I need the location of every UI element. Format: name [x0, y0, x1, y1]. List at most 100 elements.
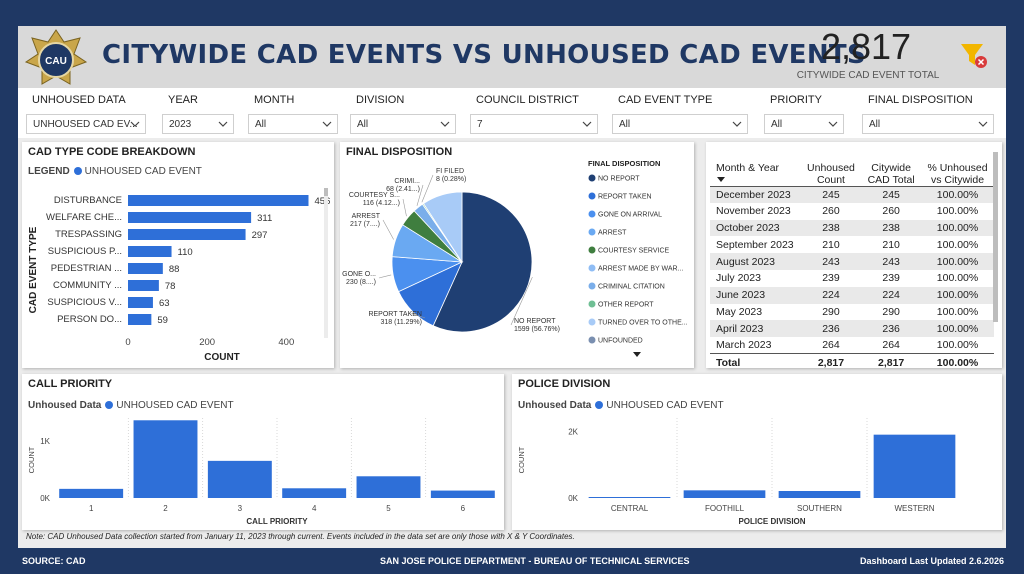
- column-header-citywide[interactable]: Citywide CAD Total: [861, 150, 921, 186]
- table-cell: 243: [822, 255, 840, 268]
- legend-title: FINAL DISPOSITION: [588, 159, 660, 168]
- legend-dot: [588, 282, 596, 290]
- slicer-value: All: [357, 119, 369, 130]
- table-row[interactable]: October 2023 238 238 100.00%: [710, 219, 994, 237]
- data-label: 311: [257, 213, 272, 224]
- column-header-percent[interactable]: % Unhoused vs Citywide: [921, 150, 994, 186]
- category-label: SUSPICIOUS V...: [47, 297, 122, 308]
- data-label: 63: [159, 298, 170, 309]
- legend-dot: [105, 401, 114, 409]
- slicer-priority[interactable]: PRIORITY All: [764, 94, 844, 134]
- call-priority-chart[interactable]: COUNT 0K 1K 1 2 3 4 5 6 CALL PRIORITY: [22, 374, 504, 530]
- slicer-dropdown[interactable]: All: [862, 114, 994, 134]
- legend-item: ARREST: [598, 230, 627, 237]
- slicer-month[interactable]: MONTH All: [248, 94, 338, 134]
- table-row[interactable]: June 2023 224 224 100.00%: [710, 286, 994, 304]
- bar: [128, 297, 153, 308]
- data-label: 78: [165, 281, 176, 292]
- data-label: 59: [157, 315, 168, 326]
- legend-dot: [588, 246, 596, 254]
- total-percent: 100.00%: [936, 356, 979, 369]
- slicer-dropdown[interactable]: UNHOUSED CAD EV...: [26, 114, 146, 134]
- leader-line: [416, 184, 424, 206]
- table-cell: 243: [882, 255, 900, 268]
- bar: [683, 490, 766, 498]
- table-cell: 100.00%: [936, 289, 979, 302]
- table-row[interactable]: April 2023 236 236 100.00%: [710, 320, 994, 338]
- slice-value-label: 318 (11.29%): [380, 319, 422, 326]
- slicer-final-disposition[interactable]: FINAL DISPOSITION All: [862, 94, 994, 134]
- table-scrollbar[interactable]: [993, 152, 998, 322]
- bar: [128, 246, 172, 257]
- slicer-unhoused-data[interactable]: UNHOUSED DATA UNHOUSED CAD EV...: [26, 94, 146, 134]
- table-cell: 100.00%: [936, 188, 979, 201]
- column-header-month[interactable]: Month & Year: [710, 150, 801, 186]
- slicer-dropdown[interactable]: 7: [470, 114, 598, 134]
- slice-value-label: 1599 (56.76%): [514, 326, 560, 333]
- table-cell: December 2023: [716, 188, 791, 201]
- table-cell: October 2023: [716, 221, 780, 234]
- slicer-cad-event-type[interactable]: CAD EVENT TYPE All: [612, 94, 748, 134]
- legend-dot: [588, 210, 596, 218]
- table-row[interactable]: July 2023 239 239 100.00%: [710, 270, 994, 287]
- x-tick-label: 4: [312, 504, 317, 513]
- x-tick-label: 200: [199, 337, 215, 348]
- panel-title: POLICE DIVISION: [518, 378, 611, 390]
- clear-filter-icon[interactable]: [958, 40, 988, 70]
- cad-type-chart[interactable]: CAD EVENT TYPE DISTURBANCE 456 WELFARE CHE.…: [22, 142, 334, 368]
- table-row[interactable]: May 2023 290 290 100.00%: [710, 304, 994, 321]
- x-tick-label: 1: [89, 504, 94, 513]
- column-header-unhoused[interactable]: Unhoused Count: [801, 150, 862, 186]
- table-cell: 210: [822, 238, 840, 251]
- slicer-dropdown[interactable]: All: [350, 114, 456, 134]
- legend-dot: [73, 167, 82, 175]
- page-title: CITYWIDE CAD EVENTS VS UNHOUSED CAD EVEN…: [102, 40, 866, 70]
- table-cell: July 2023: [716, 272, 761, 285]
- pie-slice: [422, 191, 463, 264]
- table-cell: September 2023: [716, 238, 794, 251]
- chevron-down-icon: [582, 121, 592, 127]
- header-text: CAD Total: [867, 173, 915, 186]
- cau-badge-logo: CAU: [24, 29, 88, 85]
- slicer-value: All: [771, 119, 783, 130]
- table-row[interactable]: December 2023 245 245 100.00%: [710, 186, 994, 203]
- table-cell: November 2023: [716, 205, 791, 218]
- table-row[interactable]: November 2023 260 260 100.00%: [710, 203, 994, 220]
- table-row[interactable]: March 2023 264 264 100.00%: [710, 337, 994, 354]
- bar: [430, 490, 495, 498]
- slicer-division[interactable]: DIVISION All: [350, 94, 456, 134]
- chart-legend: Unhoused Data UNHOUSED CAD EVENT: [518, 400, 724, 411]
- category-label: PEDESTRIAN ...: [51, 263, 122, 274]
- panel-title: CAD TYPE CODE BREAKDOWN: [28, 146, 196, 158]
- slicer-dropdown[interactable]: 2023: [162, 114, 234, 134]
- slicer-dropdown[interactable]: All: [248, 114, 338, 134]
- leader-line: [510, 277, 533, 326]
- header-text: Count: [816, 173, 845, 186]
- slicer-label: MONTH: [254, 94, 295, 106]
- slicer-dropdown[interactable]: All: [764, 114, 844, 134]
- cad-type-panel: CAD TYPE CODE BREAKDOWN LEGEND UNHOUSED C…: [22, 142, 334, 368]
- legend-dot: [588, 264, 596, 272]
- leader-line: [378, 274, 392, 279]
- slice-name-label: ARREST: [352, 213, 381, 220]
- scroll-track: [324, 188, 328, 338]
- legend-dot: [588, 318, 596, 326]
- bar: [778, 491, 861, 498]
- bar: [59, 488, 124, 498]
- legend-item: GONE ON ARRIVAL: [598, 212, 662, 219]
- header-text: Unhoused: [807, 161, 855, 174]
- source-label: SOURCE: CAD: [22, 556, 86, 566]
- category-label: DISTURBANCE: [54, 195, 122, 206]
- table-cell: 290: [822, 305, 840, 318]
- slicer-council-district[interactable]: COUNCIL DISTRICT 7: [470, 94, 598, 134]
- table-row[interactable]: August 2023 243 243 100.00%: [710, 253, 994, 270]
- slicer-dropdown[interactable]: All: [612, 114, 748, 134]
- slicer-year[interactable]: YEAR 2023: [162, 94, 234, 134]
- slicer-label: COUNCIL DISTRICT: [476, 94, 579, 106]
- table-cell: 239: [882, 272, 900, 285]
- table-cell: April 2023: [716, 322, 764, 335]
- table-row[interactable]: September 2023 210 210 100.00%: [710, 236, 994, 253]
- police-division-panel: POLICE DIVISION Unhoused Data UNHOUSED CA…: [512, 374, 1002, 530]
